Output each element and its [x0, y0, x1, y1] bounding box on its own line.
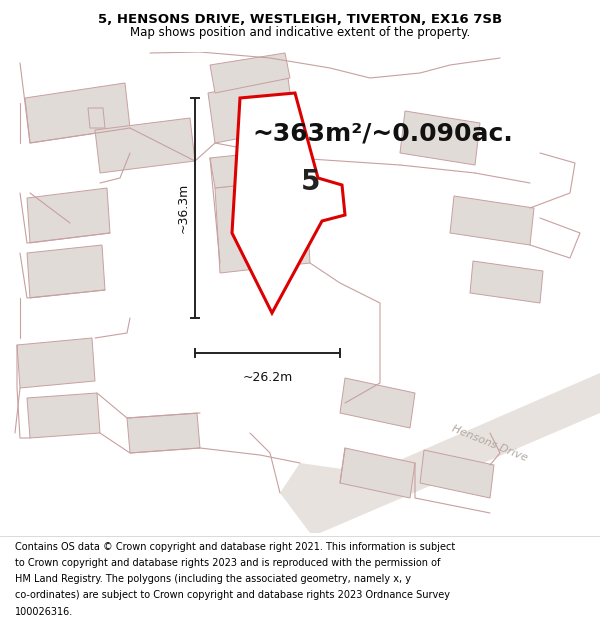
Text: HM Land Registry. The polygons (including the associated geometry, namely x, y: HM Land Registry. The polygons (includin…	[15, 574, 411, 584]
Text: ~363m²/~0.090ac.: ~363m²/~0.090ac.	[252, 122, 513, 146]
Polygon shape	[215, 178, 310, 273]
Polygon shape	[208, 78, 295, 143]
Polygon shape	[280, 373, 600, 533]
Polygon shape	[470, 261, 543, 303]
Polygon shape	[27, 393, 100, 438]
Polygon shape	[340, 448, 415, 498]
Text: Contains OS data © Crown copyright and database right 2021. This information is : Contains OS data © Crown copyright and d…	[15, 542, 455, 552]
Polygon shape	[210, 148, 310, 188]
Text: ~36.3m: ~36.3m	[176, 183, 190, 233]
Polygon shape	[27, 245, 105, 298]
Polygon shape	[232, 93, 345, 313]
Text: 5, HENSONS DRIVE, WESTLEIGH, TIVERTON, EX16 7SB: 5, HENSONS DRIVE, WESTLEIGH, TIVERTON, E…	[98, 13, 502, 26]
Polygon shape	[17, 338, 95, 388]
Polygon shape	[420, 450, 494, 498]
Text: 5: 5	[301, 168, 320, 196]
Polygon shape	[27, 188, 110, 243]
Polygon shape	[400, 111, 480, 165]
Polygon shape	[25, 83, 130, 143]
Polygon shape	[95, 118, 195, 173]
Text: Hensons Drive: Hensons Drive	[451, 423, 529, 462]
Text: to Crown copyright and database rights 2023 and is reproduced with the permissio: to Crown copyright and database rights 2…	[15, 558, 440, 568]
Polygon shape	[340, 378, 415, 428]
Text: co-ordinates) are subject to Crown copyright and database rights 2023 Ordnance S: co-ordinates) are subject to Crown copyr…	[15, 591, 450, 601]
Text: ~26.2m: ~26.2m	[242, 371, 293, 384]
Polygon shape	[450, 196, 534, 245]
Text: Map shows position and indicative extent of the property.: Map shows position and indicative extent…	[130, 26, 470, 39]
Polygon shape	[210, 53, 290, 93]
Polygon shape	[88, 108, 105, 128]
Text: 100026316.: 100026316.	[15, 607, 73, 617]
Polygon shape	[127, 413, 200, 453]
